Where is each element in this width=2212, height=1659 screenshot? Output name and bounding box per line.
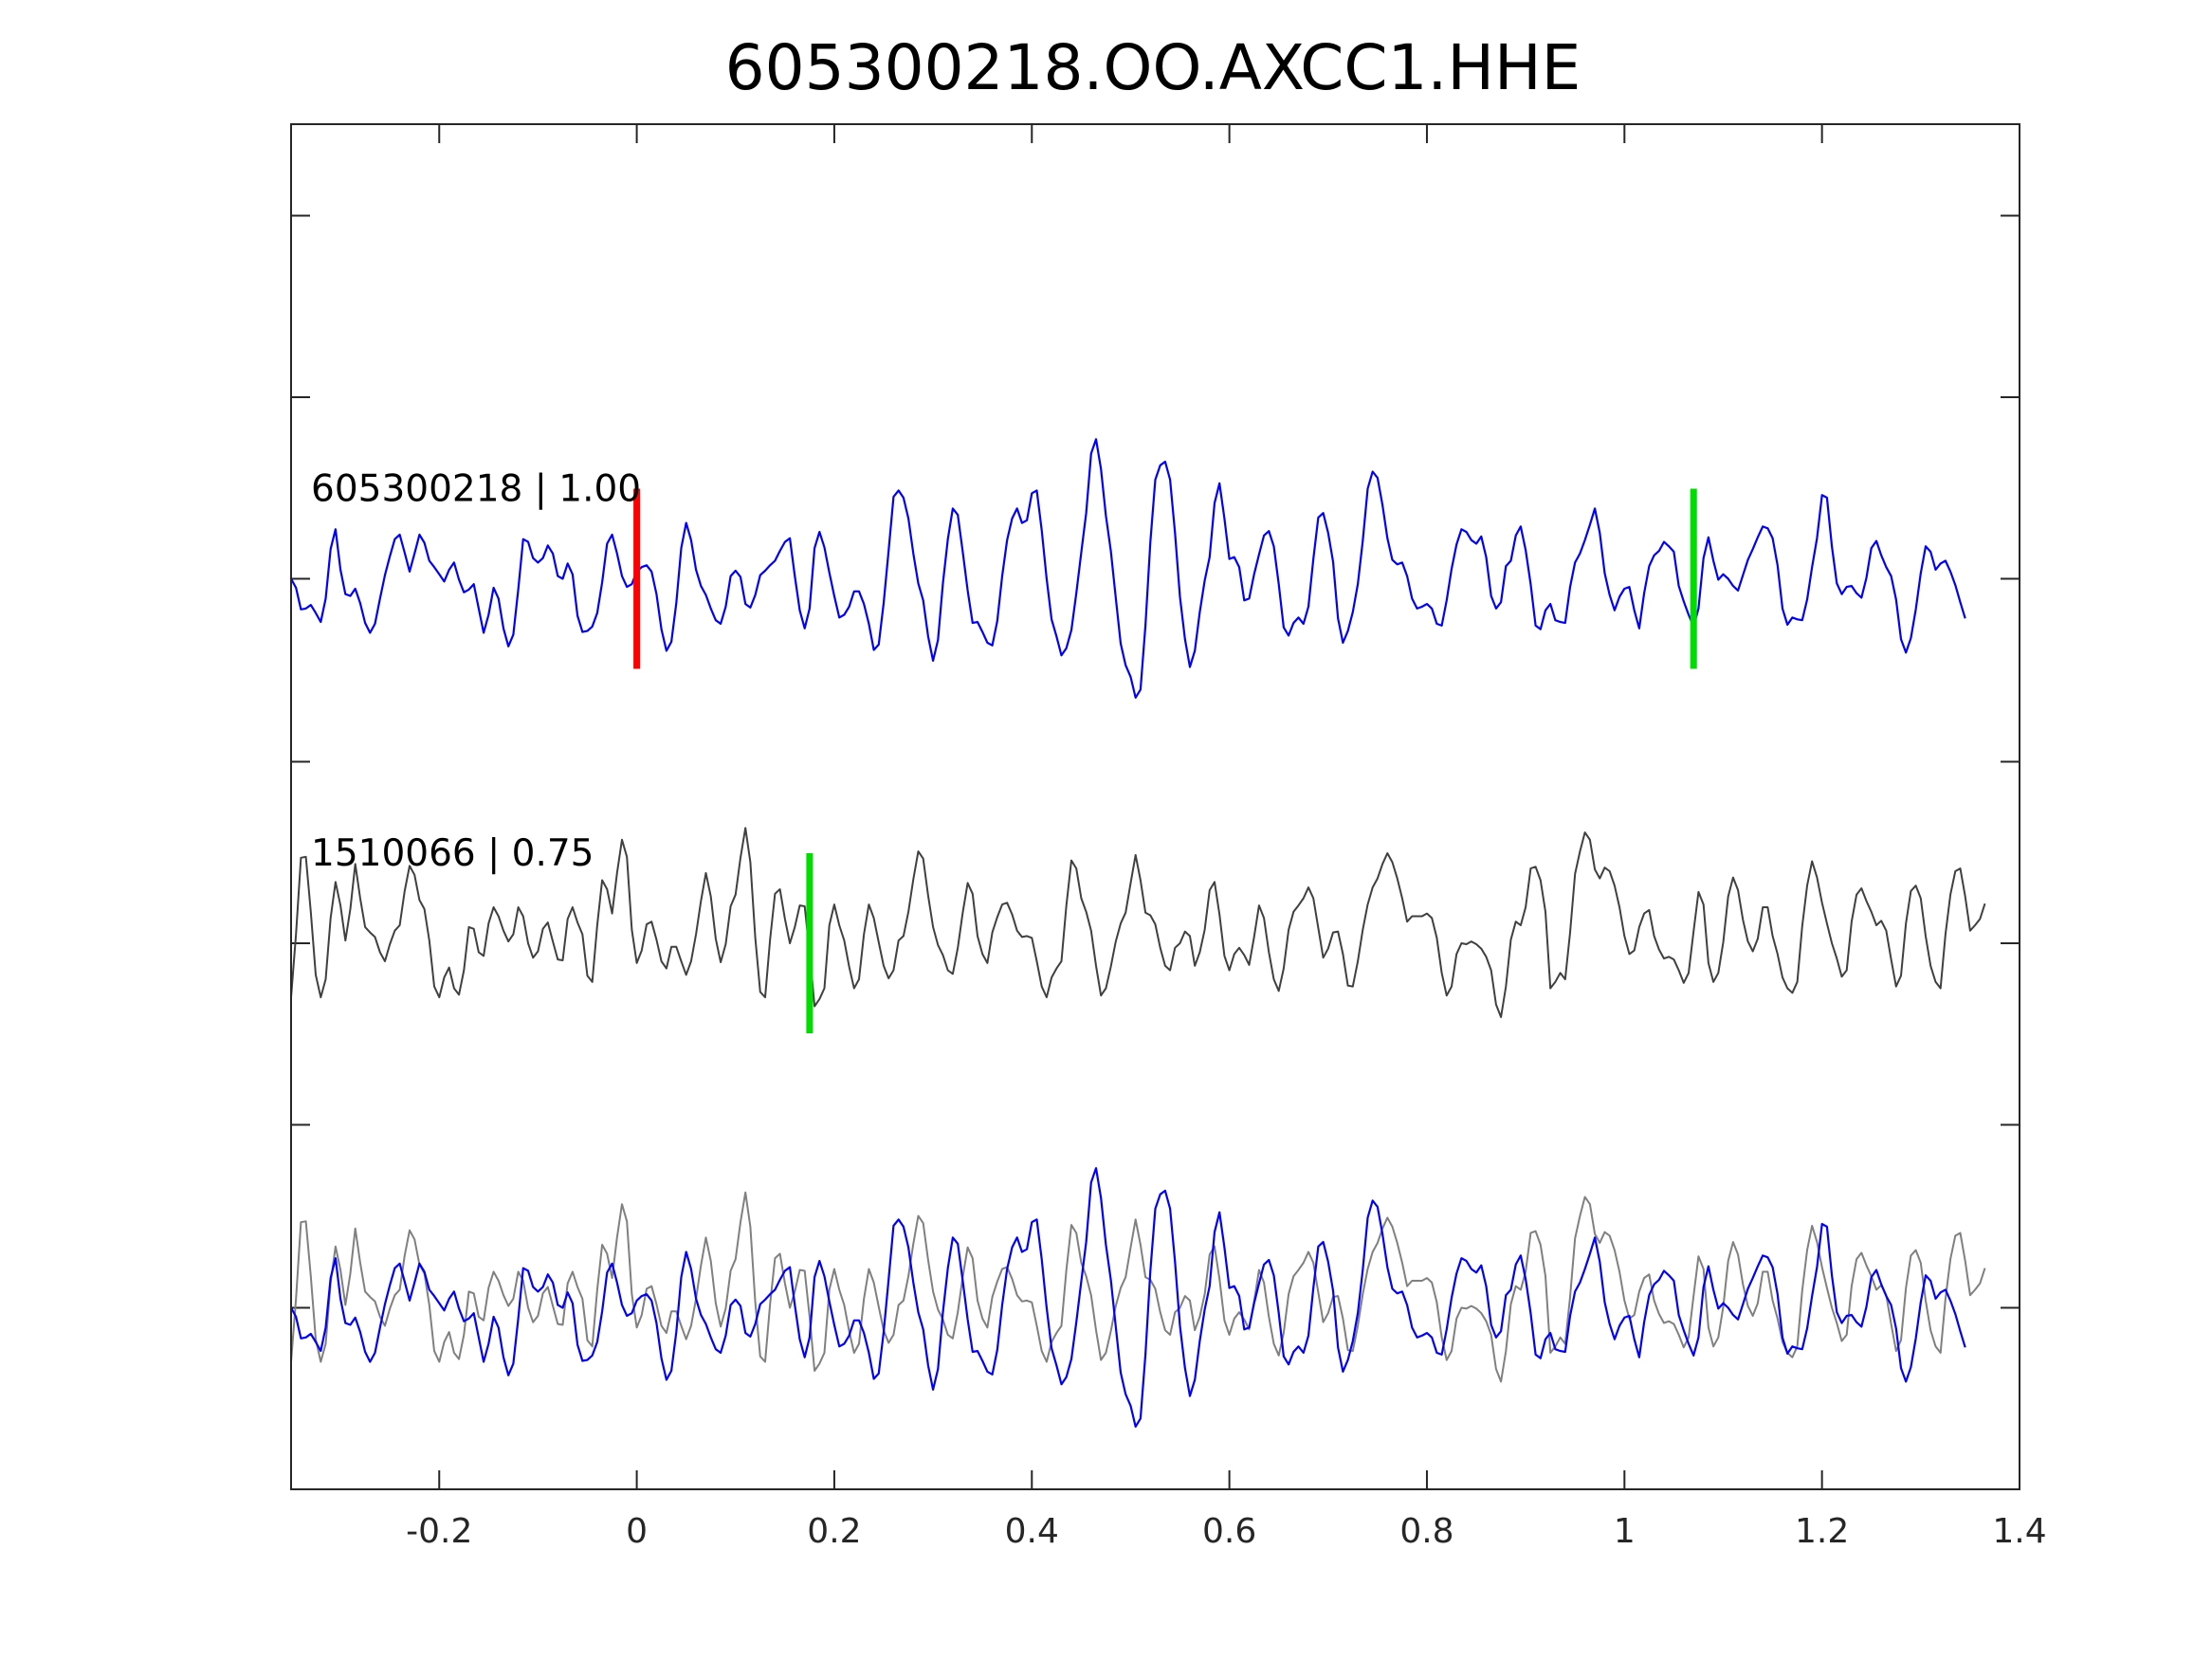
x-tick-label: 1.4 [1992,1512,2046,1551]
trace-line-1 [290,827,1986,1018]
chart-title: 605300218.OO.AXCC1.HHE [725,31,1581,104]
trace-line-2 [290,1167,1966,1428]
x-tick-label: 1.2 [1795,1512,1849,1551]
x-tick-label: 0.4 [1005,1512,1059,1551]
trace-labels: 605300218 | 1.00 1510066 | 0.75 [311,468,641,875]
x-tick-label: 1 [1614,1512,1636,1551]
x-tick-label: 0.2 [807,1512,861,1551]
trace-line-3 [290,1191,1986,1383]
trace-label-1: 1510066 | 0.75 [311,832,594,875]
x-tick-label: 0.6 [1202,1512,1256,1551]
x-tick-labels: -0.2 0 0.2 0.4 0.6 0.8 1 1.2 1.4 [406,1512,2047,1551]
waveform-traces [290,438,1986,1428]
x-tick-label: 0 [626,1512,648,1551]
x-tick-label: -0.2 [406,1512,472,1551]
trace-line-0 [290,438,1966,699]
trace-label-0: 605300218 | 1.00 [311,468,641,511]
phase-picks [633,488,1697,1033]
axes-frame [290,123,2020,1490]
x-tick-label: 0.8 [1399,1512,1453,1551]
